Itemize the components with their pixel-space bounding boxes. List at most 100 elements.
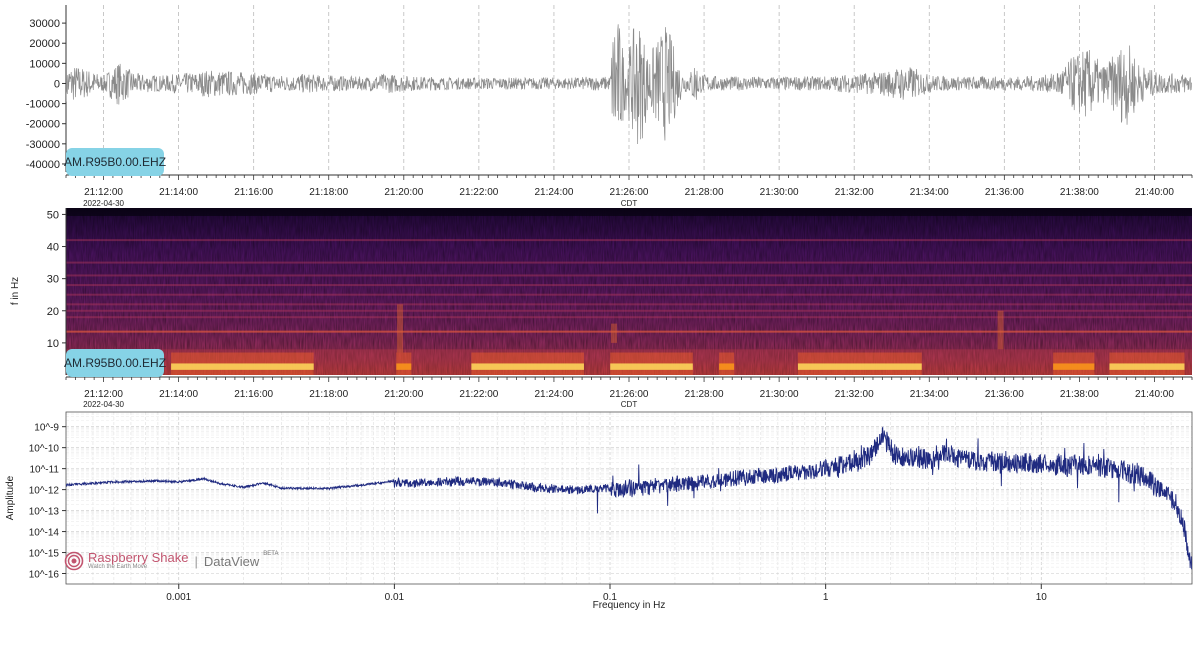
seismogram-x-tick-label: 21:18:00 bbox=[309, 187, 348, 198]
spectrogram-station-label: AM.R95B0.00.EHZ bbox=[63, 356, 167, 370]
spectrogram-timezone-label: CDT bbox=[621, 400, 638, 409]
seismogram-x-tick-label: 21:12:00 bbox=[84, 187, 123, 198]
seismogram-x-tick-label: 21:24:00 bbox=[534, 187, 573, 198]
seismogram-x-tick-label: 21:30:00 bbox=[760, 187, 799, 198]
spectrogram-y-tick-label: 30 bbox=[47, 274, 59, 286]
spectrogram-hot-core bbox=[1109, 363, 1185, 370]
seismogram-station-badge: AM.R95B0.00.EHZ bbox=[64, 148, 166, 176]
spectrogram-x-tick-label: 21:20:00 bbox=[384, 389, 423, 400]
spectrum-x-axis-label: Frequency in Hz bbox=[593, 600, 666, 611]
spectrogram-spectral-line bbox=[66, 316, 1192, 319]
spectrogram-hot-core bbox=[610, 363, 693, 370]
logo-beta-badge: BETA bbox=[263, 551, 279, 557]
spectrogram-x-tick-label: 21:40:00 bbox=[1135, 389, 1174, 400]
seismogram-date-label: 2022-04-30 bbox=[83, 199, 124, 208]
spectrogram-x-tick-label: 21:26:00 bbox=[610, 389, 649, 400]
seismogram-x-tick-label: 21:40:00 bbox=[1135, 187, 1174, 198]
seismogram-panel: 30000 20000 10000 0 -10000 -20000 -30000 -40000… bbox=[26, 5, 1193, 208]
spectrum-y-tick-label: 10^-16 bbox=[29, 570, 60, 581]
spectrogram-x-tick-label: 21:16:00 bbox=[234, 389, 273, 400]
spectrogram-date-label: 2022-04-30 bbox=[83, 400, 124, 409]
spectrum-y-tick-label: 10^-15 bbox=[29, 549, 60, 560]
seismogram-x-tick-label: 21:36:00 bbox=[985, 187, 1024, 198]
seismogram-x-tick-label: 21:16:00 bbox=[234, 187, 273, 198]
spectrum-y-tick-label: 10^-12 bbox=[29, 486, 60, 497]
logo-separator: | bbox=[194, 553, 198, 569]
spectrogram-x-tick-label: 21:38:00 bbox=[1060, 389, 1099, 400]
spectrogram-spectral-line bbox=[66, 330, 1192, 333]
spectrogram-x-tick-label: 21:12:00 bbox=[84, 389, 123, 400]
spectrogram-noise bbox=[66, 208, 1192, 375]
spectrum-y-tick-label: 10^-11 bbox=[29, 465, 59, 476]
spectrum-plot-frame bbox=[65, 411, 1193, 585]
seismogram-x-tick-label: 21:22:00 bbox=[459, 187, 498, 198]
seismogram-y-tick-label: 30000 bbox=[29, 18, 60, 30]
spectrogram-top-band bbox=[66, 208, 1192, 216]
spectrum-y-tick-label: 10^-9 bbox=[34, 423, 59, 434]
spectrogram-spectral-line bbox=[66, 309, 1192, 312]
spectrogram-y-tick-label: 10 bbox=[47, 338, 59, 350]
spectrogram-hot-core bbox=[719, 363, 735, 370]
seismogram-y-tick-label: -40000 bbox=[26, 159, 60, 171]
raspberry-shake-logo: Raspberry Shake Watch the Earth Move | D… bbox=[64, 546, 278, 576]
spectrum-x-tick-label: 1 bbox=[823, 592, 829, 603]
spectrogram-x-tick-label: 21:30:00 bbox=[760, 389, 799, 400]
seismogram-timezone-label: CDT bbox=[621, 199, 638, 208]
spectrogram-station-badge: AM.R95B0.00.EHZ bbox=[63, 349, 167, 377]
spectrogram-x-tick-label: 21:32:00 bbox=[835, 389, 874, 400]
seismogram-x-tick-label: 21:32:00 bbox=[835, 187, 874, 198]
spectrum-x-tick-label: 0.001 bbox=[166, 592, 191, 603]
seismogram-y-tick-label: 20000 bbox=[29, 38, 60, 50]
seismogram-x-tick-label: 21:34:00 bbox=[910, 187, 949, 198]
spectrogram-x-tick-label: 21:36:00 bbox=[985, 389, 1024, 400]
seismogram-y-tick-label: -30000 bbox=[26, 139, 60, 151]
raspberry-shake-icon bbox=[64, 551, 84, 571]
spectrogram-y-tick-label: 40 bbox=[47, 242, 59, 254]
spectrum-x-tick-label: 0.1 bbox=[603, 592, 617, 603]
spectrum-x-tick-label: 0.01 bbox=[385, 592, 405, 603]
spectrogram-x-tick-label: 21:18:00 bbox=[309, 389, 348, 400]
logo-brand: Raspberry Shake bbox=[88, 550, 189, 565]
spectrogram-spectral-line bbox=[66, 293, 1192, 296]
spectrogram-x-tick-label: 21:22:00 bbox=[459, 389, 498, 400]
seismogram-x-tick-label: 21:20:00 bbox=[384, 187, 423, 198]
spectrogram-streak bbox=[397, 304, 404, 353]
spectrogram-hot-core bbox=[1053, 363, 1095, 370]
spectrogram-spectral-line bbox=[66, 239, 1192, 242]
spectrogram-image bbox=[66, 208, 1192, 375]
spectrogram-x-tick-label: 21:14:00 bbox=[159, 389, 198, 400]
spectrum-y-tick-label: 10^-14 bbox=[29, 528, 60, 539]
spectrum-x-tick-label: 10 bbox=[1036, 592, 1048, 603]
spectrogram-streak bbox=[610, 323, 617, 343]
spectrum-y-tick-label: 10^-10 bbox=[29, 444, 60, 455]
spectrogram-y-tick-label: 50 bbox=[47, 209, 59, 221]
spectrogram-hot-core bbox=[396, 363, 412, 370]
spectrum-y-tick-label: 10^-13 bbox=[29, 507, 60, 518]
spectrum-y-axis-label: Amplitude bbox=[5, 475, 16, 520]
spectrum-line bbox=[66, 426, 1192, 570]
spectrogram-panel: 50 40 30 20 10 f in Hz 21:12:00 21:14:00 21:16:0… bbox=[10, 208, 1193, 409]
spectrum-panel: 10^-9 10^-10 10^-11 10^-12 10^-13 10^-14 10^-1… bbox=[5, 411, 1193, 611]
spectrogram-spectral-line bbox=[66, 274, 1192, 277]
seismogram-y-tick-label: 10000 bbox=[29, 58, 60, 70]
spectrogram-hot-core bbox=[797, 363, 922, 370]
spectrogram-y-axis-label: f in Hz bbox=[10, 277, 21, 305]
seismogram-x-tick-label: 21:14:00 bbox=[159, 187, 198, 198]
logo-product: DataView bbox=[203, 553, 260, 569]
seismogram-x-tick-label: 21:28:00 bbox=[685, 187, 724, 198]
spectrogram-spectral-line bbox=[66, 303, 1192, 306]
spectrogram-hot-core bbox=[471, 363, 584, 370]
spectrogram-x-tick-label: 21:24:00 bbox=[534, 389, 573, 400]
spectrogram-spectral-line bbox=[66, 261, 1192, 264]
seismogram-x-tick-label: 21:26:00 bbox=[610, 187, 649, 198]
logo-brand-block: Raspberry Shake Watch the Earth Move bbox=[88, 551, 188, 571]
spectrogram-x-tick-label: 21:28:00 bbox=[685, 389, 724, 400]
spectrogram-x-tick-label: 21:34:00 bbox=[910, 389, 949, 400]
seismogram-x-tick-label: 21:38:00 bbox=[1060, 187, 1099, 198]
seismogram-y-tick-label: 0 bbox=[54, 78, 60, 90]
seismogram-waveform bbox=[66, 24, 1192, 145]
spectrogram-hot-core bbox=[171, 363, 314, 370]
spectrogram-y-tick-label: 20 bbox=[47, 306, 59, 318]
spectrogram-spectral-line bbox=[66, 284, 1192, 287]
